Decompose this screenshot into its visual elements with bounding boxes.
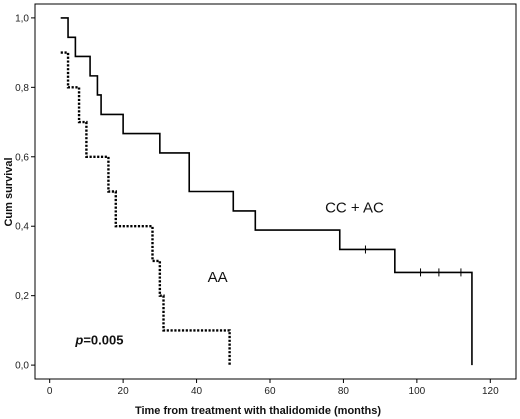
series-annotation: AA — [208, 269, 228, 286]
x-tick-label: 80 — [338, 386, 350, 397]
x-axis-label: Time from treatment with thalidomide (mo… — [135, 405, 381, 417]
x-axis: 0 20 40 60 80 100 120 — [47, 379, 499, 397]
y-tick-label: 0,6 — [15, 152, 29, 163]
y-tick-label: 0,4 — [15, 222, 29, 233]
x-tick-label: 60 — [264, 386, 276, 397]
p-value-annotation: p=0.005 — [74, 332, 123, 347]
y-tick-label: 0,0 — [15, 361, 29, 372]
x-tick-label: 0 — [47, 386, 53, 397]
x-tick-label: 100 — [409, 386, 426, 397]
km-line-cc-ac — [60, 17, 473, 366]
y-axis-label: Cum survival — [3, 157, 15, 226]
y-tick-label: 1,0 — [15, 13, 29, 24]
x-tick-label: 120 — [482, 386, 499, 397]
series-annotation: CC + AC — [325, 199, 384, 216]
y-tick-label: 0,2 — [15, 291, 29, 302]
plot-frame — [34, 3, 517, 380]
series-layer — [60, 17, 473, 366]
x-tick-label: 20 — [118, 386, 130, 397]
y-tick-label: 0,8 — [15, 83, 29, 94]
annotation-layer: CC + AC AA p=0.005 — [74, 199, 384, 347]
km-line-aa — [60, 51, 231, 366]
x-tick-label: 40 — [191, 386, 203, 397]
y-axis: 0,0 0,2 0,4 0,6 0,8 1,0 — [15, 13, 35, 372]
